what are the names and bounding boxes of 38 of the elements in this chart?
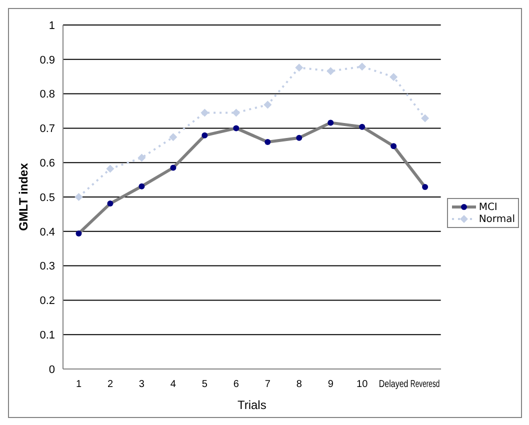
y-tick-label: 0.3 [40,260,55,273]
point [295,64,304,72]
y-axis-title: GMLT index [16,162,30,231]
y-tick-label: 0.9 [40,54,55,66]
point [106,164,114,173]
y-tick-label: 1 [48,20,55,32]
legend-label: MCI [478,202,498,212]
x-axis-title: Trials [237,398,266,412]
x-tick-label: Reveresd [410,379,454,390]
y-tick-label: 0.4 [40,226,55,238]
y-tick-label: 0.2 [40,295,55,308]
x-tick-label: 2 [107,379,114,390]
x-tick-label: 1 [76,379,82,390]
y-tick-label: 0.7 [40,123,55,136]
point [74,193,83,201]
x-tick-label: 7 [264,379,271,390]
point [421,114,430,122]
x-tick-label: 4 [170,379,176,390]
y-tick-label: 0 [48,364,55,376]
point [326,67,335,76]
legend-label: Normal [478,214,515,224]
y-tick-label: 0.8 [40,88,55,101]
x-tick-label: 6 [233,379,240,390]
point [138,154,146,162]
x-tick-label: 10 [356,379,368,390]
x-tick-label: 9 [328,379,334,390]
point [169,133,178,142]
point [200,108,209,117]
y-tick-label: 0.5 [40,192,55,204]
point [264,100,272,109]
y-tick-label: 0.1 [40,330,55,342]
point [390,72,398,81]
point [358,62,366,71]
x-tick-label: 3 [138,379,145,390]
x-tick-label: 8 [296,379,302,390]
y-tick-label: 0.6 [40,158,55,170]
x-tick-label: 5 [202,379,208,390]
point [232,108,240,117]
